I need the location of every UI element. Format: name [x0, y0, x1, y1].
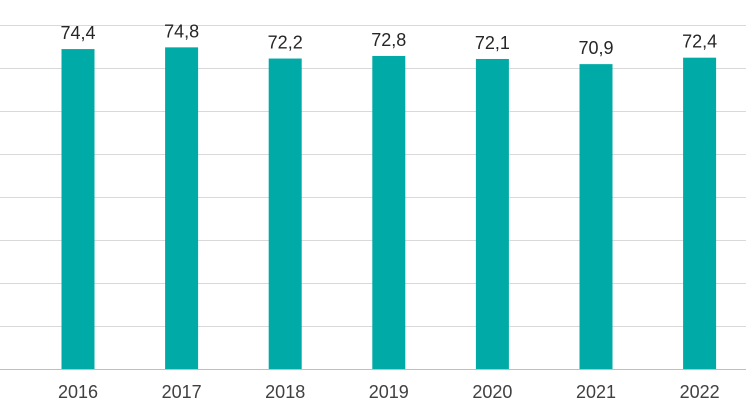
bar-2017	[165, 47, 199, 370]
bar-2018	[268, 58, 302, 369]
bars	[61, 47, 717, 370]
data-label-2019: 72,8	[371, 30, 406, 50]
x-tick-label-2019: 2019	[369, 382, 409, 402]
x-tick-label-2016: 2016	[58, 382, 98, 402]
value-labels: 74,4 74,8 72,2 72,8 72,1 70,9 72,4	[60, 21, 717, 58]
data-label-2018: 72,2	[268, 33, 303, 53]
bar-2016	[61, 49, 95, 370]
x-tick-label-2022: 2022	[680, 382, 720, 402]
data-label-2020: 72,1	[475, 33, 510, 53]
x-tick-label-2017: 2017	[162, 382, 202, 402]
bar-2022	[683, 57, 717, 370]
x-tick-label-2020: 2020	[472, 382, 512, 402]
data-label-2022: 72,4	[682, 32, 717, 52]
bar-2021	[579, 64, 613, 369]
bar-2019	[372, 55, 406, 370]
data-label-2017: 74,8	[164, 21, 199, 41]
data-label-2021: 70,9	[578, 38, 613, 58]
x-tick-label-2021: 2021	[576, 382, 616, 402]
bar-2020	[475, 58, 509, 369]
x-tick-label-2018: 2018	[265, 382, 305, 402]
data-label-2016: 74,4	[60, 23, 95, 43]
x-axis: 2016 2017 2018 2019 2020 2021 2022	[0, 369, 746, 402]
